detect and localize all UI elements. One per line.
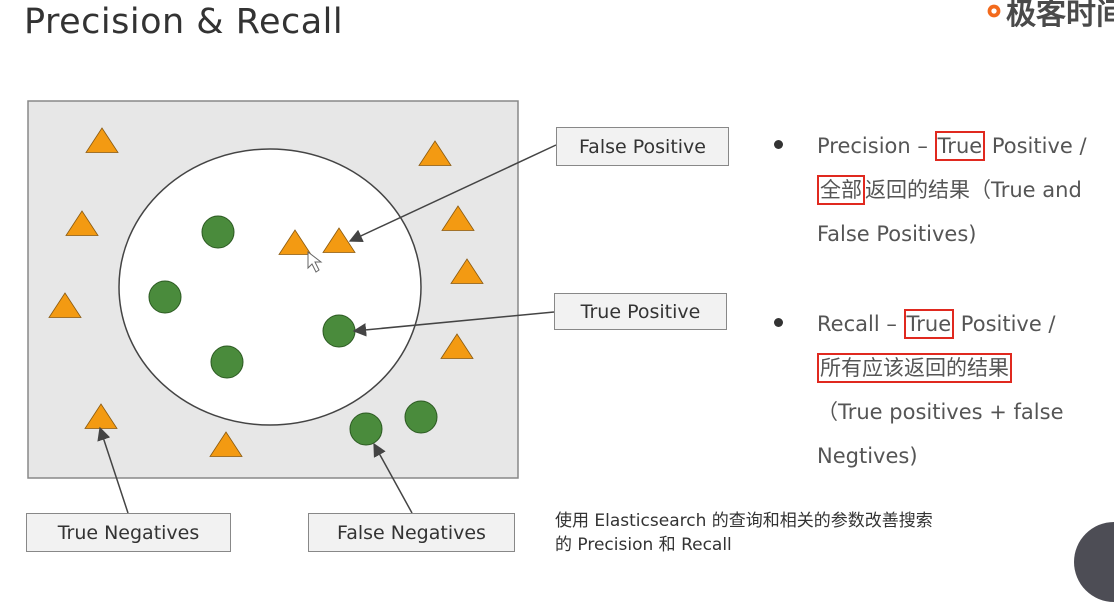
- false-positive-arrow: [348, 144, 557, 242]
- true-negative-triangle: [440, 333, 474, 359]
- negative-items: [48, 127, 484, 457]
- true-negative-triangle: [48, 292, 82, 318]
- recall-true-highlight: True: [903, 309, 955, 339]
- true-negative-triangle: [209, 431, 243, 457]
- false-negatives-arrow: [373, 442, 413, 514]
- false-negative-dot: [349, 412, 383, 446]
- precision-middle: Positive /: [985, 134, 1087, 158]
- recall-definition: Recall – True Positive / 所有应该返回的结果 （True…: [770, 302, 1110, 478]
- brand-logo: 极客时间: [986, 0, 1114, 28]
- cursor-icon: [307, 250, 323, 273]
- true-positive-label: True Positive: [554, 293, 727, 330]
- recall-suffix: （True positives + false Negtives): [817, 400, 1064, 468]
- true-positive-dot: [210, 345, 244, 379]
- slide-caption: 使用 Elasticsearch 的查询和相关的参数改善搜索 的 Precisi…: [555, 509, 1075, 557]
- precision-prefix: Precision –: [817, 134, 935, 158]
- true-negatives-arrow: [97, 426, 129, 514]
- true-negative-triangle: [441, 205, 475, 231]
- precision-recall-diagram: [27, 100, 557, 514]
- true-negative-triangle: [450, 258, 484, 284]
- false-negative-dot: [404, 400, 438, 434]
- retrieved-results-circle: [118, 148, 422, 426]
- true-positive-dot: [148, 280, 182, 314]
- caption-line-2: 的 Precision 和 Recall: [555, 535, 732, 555]
- brand-logo-icon: [987, 4, 1001, 18]
- definitions-list: Precision – True Positive / 全部 返回的结果（True…: [770, 124, 1110, 478]
- bullet-dot: [774, 140, 783, 149]
- recall-should-return-highlight: 所有应该返回的结果: [817, 353, 1012, 383]
- recall-middle: Positive /: [954, 312, 1056, 336]
- true-positive-dot: [201, 215, 235, 249]
- precision-true-highlight: True: [934, 131, 986, 161]
- false-positive-triangle: [278, 229, 312, 255]
- precision-definition: Precision – True Positive / 全部 返回的结果（True…: [770, 124, 1110, 256]
- true-negative-triangle: [85, 127, 119, 153]
- brand-logo-text: 极客时间: [1006, 0, 1114, 28]
- true-negative-triangle: [418, 140, 452, 166]
- slide-title: Precision & Recall: [24, 2, 344, 42]
- precision-suffix: 返回的结果（True and False Positives): [817, 178, 1082, 246]
- caption-line-1: 使用 Elasticsearch 的查询和相关的参数改善搜索: [555, 511, 933, 531]
- recall-prefix: Recall –: [817, 312, 904, 336]
- bullet-dot: [774, 318, 783, 327]
- precision-all-highlight: 全部: [817, 175, 865, 205]
- true-positive-dot: [322, 314, 356, 348]
- true-positive-arrow: [352, 311, 555, 337]
- true-negative-triangle: [65, 210, 99, 236]
- true-negatives-label: True Negatives: [26, 513, 231, 552]
- false-positive-triangle: [322, 227, 356, 253]
- false-negatives-label: False Negatives: [308, 513, 515, 552]
- false-positive-label: False Positive: [556, 127, 729, 166]
